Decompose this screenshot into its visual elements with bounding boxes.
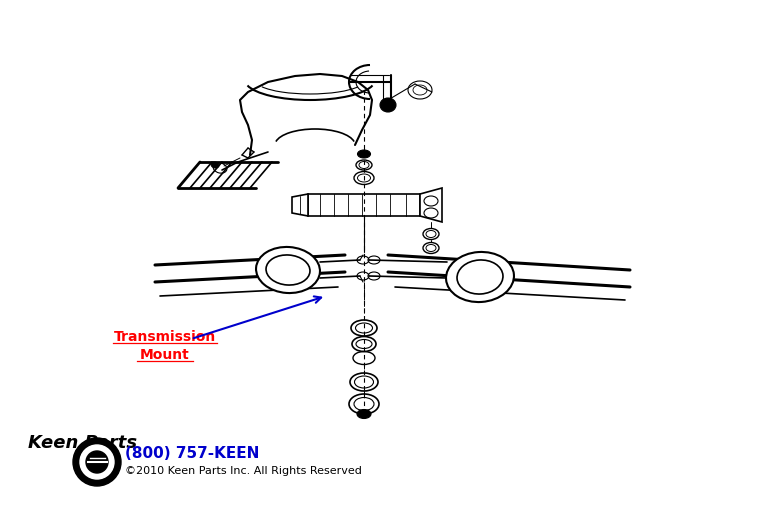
- Polygon shape: [420, 188, 442, 222]
- Circle shape: [86, 451, 108, 473]
- Text: Mount: Mount: [140, 348, 190, 362]
- Text: Keen Parts: Keen Parts: [28, 434, 137, 452]
- Polygon shape: [308, 194, 420, 216]
- Text: (800) 757-KEEN: (800) 757-KEEN: [125, 446, 259, 461]
- Ellipse shape: [357, 410, 371, 419]
- Circle shape: [80, 445, 114, 479]
- Text: ©2010 Keen Parts Inc. All Rights Reserved: ©2010 Keen Parts Inc. All Rights Reserve…: [125, 466, 362, 476]
- Text: Transmission: Transmission: [114, 330, 216, 344]
- Polygon shape: [292, 194, 308, 216]
- Ellipse shape: [357, 150, 370, 158]
- Ellipse shape: [446, 252, 514, 302]
- Ellipse shape: [211, 162, 219, 168]
- Ellipse shape: [256, 247, 320, 293]
- Circle shape: [73, 438, 121, 486]
- Ellipse shape: [380, 98, 396, 112]
